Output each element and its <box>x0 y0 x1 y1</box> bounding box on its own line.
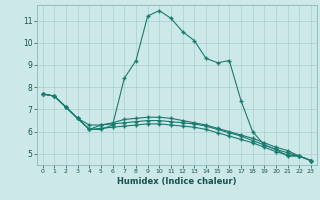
X-axis label: Humidex (Indice chaleur): Humidex (Indice chaleur) <box>117 177 236 186</box>
